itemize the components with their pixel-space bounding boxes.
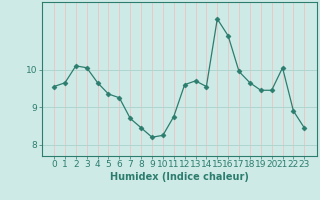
X-axis label: Humidex (Indice chaleur): Humidex (Indice chaleur) [110, 172, 249, 182]
